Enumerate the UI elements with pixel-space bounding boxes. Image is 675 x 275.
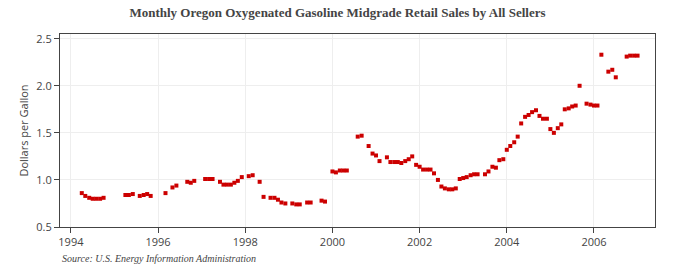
svg-text:1996: 1996 (145, 234, 170, 249)
svg-text:2.5: 2.5 (36, 31, 51, 46)
svg-text:Monthly Oregon Oxygenated Gaso: Monthly Oregon Oxygenated Gasoline Midgr… (129, 5, 545, 20)
svg-text:1.5: 1.5 (36, 125, 51, 140)
svg-text:1998: 1998 (233, 234, 258, 249)
svg-text:2000: 2000 (320, 234, 345, 249)
svg-text:2004: 2004 (494, 234, 520, 249)
svg-text:2006: 2006 (581, 234, 606, 249)
svg-text:1994: 1994 (58, 234, 84, 249)
svg-text:0.5: 0.5 (36, 219, 51, 234)
svg-text:Source: U.S. Energy Informatio: Source: U.S. Energy Information Administ… (62, 253, 256, 264)
svg-text:2.0: 2.0 (36, 78, 51, 93)
svg-text:2002: 2002 (407, 234, 432, 249)
svg-text:Dollars per Gallon: Dollars per Gallon (16, 84, 31, 176)
svg-text:1.0: 1.0 (36, 172, 51, 187)
